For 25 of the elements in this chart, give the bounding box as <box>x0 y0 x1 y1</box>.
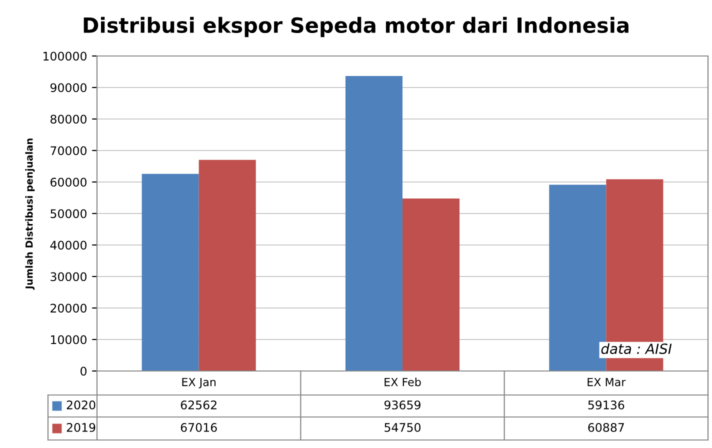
y-tick-label: 90000 <box>50 83 86 92</box>
data-label: 93659 <box>384 400 420 410</box>
x-tick-label: EX Mar <box>588 378 626 386</box>
y-tick-label: 40000 <box>50 240 86 250</box>
x-tick-label: EX Jan <box>182 378 216 388</box>
data-label: 67016 <box>180 422 217 432</box>
y-tick-label: 80000 <box>50 114 86 124</box>
y-tick-label: 20000 <box>50 304 86 313</box>
data-label: 59136 <box>588 400 624 410</box>
y-tick-label: 0 <box>80 366 86 376</box>
y-tick-label: 30000 <box>50 272 86 282</box>
legend-label: 2020 <box>66 400 96 410</box>
data-label: 54750 <box>384 422 420 432</box>
y-tick-label: 60000 <box>50 178 86 187</box>
x-tick-label: EX Feb <box>384 378 421 386</box>
legend-label: 2019 <box>66 422 96 432</box>
chart-title: Distribusi ekspor Sepeda motor dari Indonesia <box>84 16 628 38</box>
y-tick-label: 70000 <box>50 146 86 156</box>
annotation: data : AISI <box>601 343 672 354</box>
y-axis-title: Jumlah Distribusi penjualan <box>25 138 35 290</box>
data-label: 62562 <box>180 400 216 410</box>
y-tick-label: 50000 <box>50 209 86 218</box>
y-tick-label: 10000 <box>51 335 86 344</box>
data-label: 60887 <box>588 422 624 432</box>
y-tick-label: 100000 <box>44 52 86 61</box>
